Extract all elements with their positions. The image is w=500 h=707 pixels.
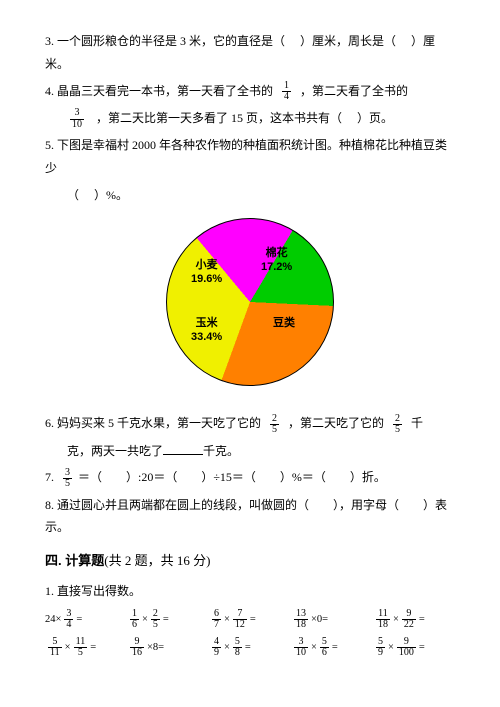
question-6-cont: 克，两天一共吃了 千克。 [45,440,455,463]
fraction: 58 [233,637,242,659]
fraction: 310 [70,108,84,130]
calc-item: 1318×0= [291,609,373,631]
calc-area: 24×34=16×25=67×712=1318×0=1118×922= 511×1… [45,609,455,659]
calc-item: 1118×922= [373,609,455,631]
fraction: 115 [74,637,88,659]
section-4-title: 四. 计算题 [45,553,104,568]
fraction: 9100 [397,637,416,659]
fraction: 922 [402,609,416,631]
fraction: 49 [212,637,221,659]
pie-label-wheat: 小麦19.6% [191,259,222,287]
q6a: 6. 妈妈买来 5 千克水果，第一天吃了它的 [45,416,261,430]
calc-item: 511×115= [45,637,127,659]
sub-question-1: 1. 直接写出得数。 [45,580,455,603]
fraction: 712 [233,609,247,631]
fraction: 59 [376,637,385,659]
fraction: 25 [151,609,160,631]
blank-underline [163,443,203,455]
q7a: 7. [45,470,54,484]
section-4-score: (共 2 题，共 16 分) [104,553,210,568]
question-8: 8. 通过圆心并且两端都在圆上的线段，叫做圆的（ ），用字母（ ）表示。 [45,494,455,540]
q4-line2b: ）页。 [357,111,393,125]
calc-item: 16×25= [127,609,209,631]
q8a: 8. 通过圆心并且两端都在圆上的线段，叫做圆的（ ），用字母（ ）表示。 [45,498,447,535]
question-3: 3. 一个圆形粮仓的半径是 3 米，它的直径是（ ）厘米，周长是（ ）厘米。 [45,30,455,76]
question-5-cont: （ ）%。 [45,184,455,207]
fraction: 511 [48,637,62,659]
q6d: 克，两天一共吃了 [67,444,163,458]
question-7: 7. 35 ＝（ ）:20＝（ ）÷15＝（ ）%＝（ ）折。 [45,466,455,489]
pie-label-cotton: 棉花17.2% [261,247,292,275]
fraction: 1318 [294,609,308,631]
q4-line2a: ，第二天比第一天多看了 15 页，这本书共有（ [96,111,342,125]
q3-text-b: ）厘米，周长是（ [300,34,396,48]
fraction: 25 [393,414,402,436]
question-5: 5. 下图是幸福村 2000 年各种农作物的种植面积统计图。种植棉花比种植豆类少 [45,134,455,180]
fraction: 916 [130,637,144,659]
fraction: 1118 [376,609,390,631]
pie-label-corn: 玉米33.4% [191,317,222,345]
q5-l2: （ [67,188,79,202]
fraction: 35 [63,468,72,490]
fraction: 34 [64,609,73,631]
calc-item: 67×712= [209,609,291,631]
q4-line1b: ，第二天看了全书的 [300,84,408,98]
q5-l3: ）%。 [94,188,128,202]
question-4-cont: 310 ，第二天比第一天多看了 15 页，这本书共有（ ）页。 [45,107,455,130]
q4-line1a: 4. 晶晶三天看完一本书，第一天看了全书的 [45,84,273,98]
question-6: 6. 妈妈买来 5 千克水果，第一天吃了它的 25 ，第二天吃了它的 25 千 [45,412,455,435]
question-4: 4. 晶晶三天看完一本书，第一天看了全书的 14 ，第二天看了全书的 [45,80,455,103]
fraction: 14 [282,81,291,103]
fraction: 25 [270,414,279,436]
calc-item: 59×9100= [373,637,455,659]
q7b: ＝（ ）:20＝（ ）÷15＝（ ）%＝（ ）折。 [78,470,386,484]
pie-chart: 棉花17.2% 小麦19.6% 玉米33.4% 豆类 [166,218,334,386]
q5-l1: 5. 下图是幸福村 2000 年各种农作物的种植面积统计图。种植棉花比种植豆类少 [45,138,447,175]
q3-text: 3. 一个圆形粮仓的半径是 3 米，它的直径是（ [45,34,285,48]
calc-row: 24×34=16×25=67×712=1318×0=1118×922= [45,609,455,631]
fraction: 67 [212,609,221,631]
q6b: ，第二天吃了它的 [288,416,384,430]
sub1-text: 1. 直接写出得数。 [45,584,141,598]
fraction: 310 [294,637,308,659]
calc-item: 916×8= [127,637,209,659]
pie-label-bean: 豆类 [273,317,295,331]
calc-row: 511×115=916×8=49×58=310×56=59×9100= [45,637,455,659]
fraction: 16 [130,609,139,631]
fraction: 56 [320,637,329,659]
q6e: 千克。 [203,444,239,458]
pie-chart-container: 棉花17.2% 小麦19.6% 玉米33.4% 豆类 [45,218,455,394]
calc-item: 49×58= [209,637,291,659]
calc-item: 310×56= [291,637,373,659]
section-4-header: 四. 计算题(共 2 题，共 16 分) [45,549,455,574]
calc-item: 24×34= [45,609,127,631]
q6c: 千 [411,416,423,430]
